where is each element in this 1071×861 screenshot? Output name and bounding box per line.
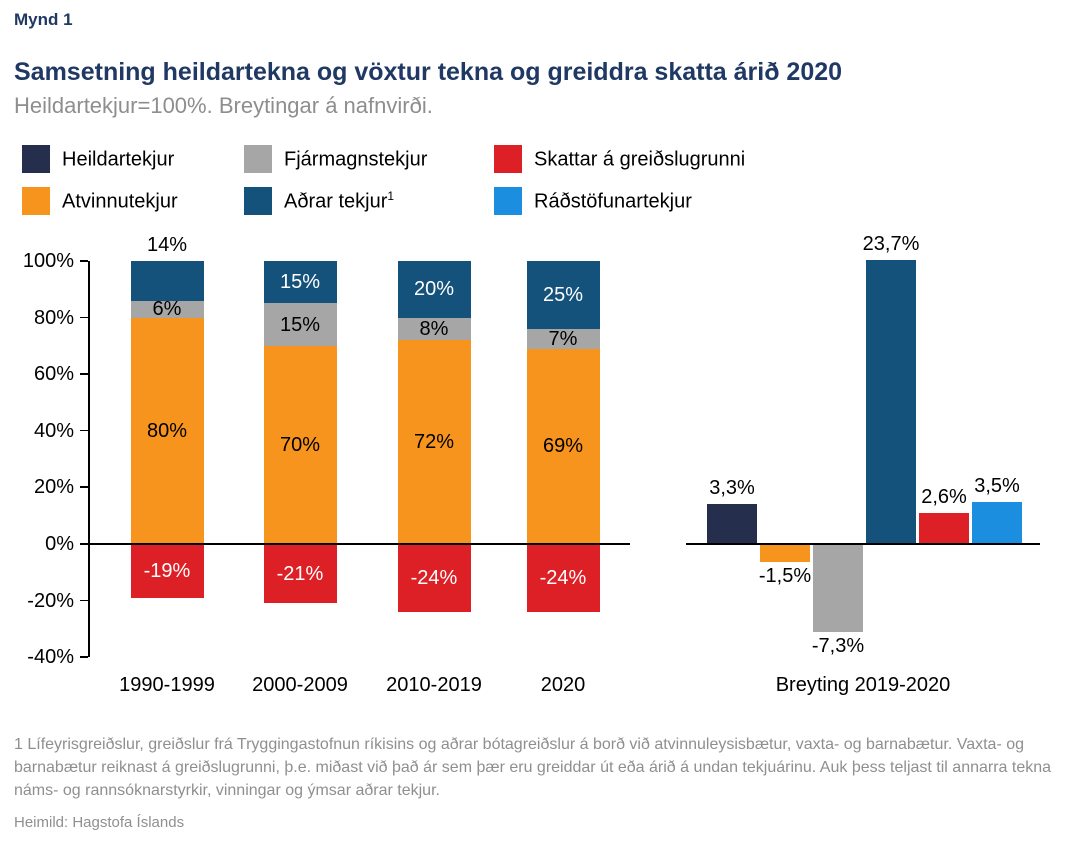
stacked-bar-fjarmagnstekjur xyxy=(130,300,204,318)
change-bar-5 xyxy=(972,502,1022,544)
figure-page: Mynd 1 Samsetning heildartekna og vöxtur… xyxy=(0,10,1071,831)
y-axis-tick-label: 60% xyxy=(33,363,74,386)
y-axis-tick-label: 20% xyxy=(33,476,74,499)
y-axis-tick-label: 80% xyxy=(33,306,74,329)
stacked-bar-atvinnutekjur xyxy=(397,340,471,544)
segment-value-label: 15% xyxy=(279,313,321,336)
y-axis-tick-mark xyxy=(80,486,88,488)
stacked-bar-adrar-tekjur xyxy=(130,261,204,301)
legend-swatch-heildartekjur-icon xyxy=(22,145,50,173)
legend-label: Ráðstöfunartekjur xyxy=(534,190,692,213)
y-axis-tick-mark xyxy=(80,373,88,375)
stacked-bar-fjarmagnstekjur xyxy=(526,328,600,349)
legend-item-heildartekjur: Heildartekjur xyxy=(22,145,244,173)
change-value-label: 2,6% xyxy=(921,485,967,508)
stacked-bar-skattar xyxy=(130,544,204,598)
segment-value-label: -24% xyxy=(539,566,587,589)
legend-swatch-radstofunartekjur-icon xyxy=(494,187,522,215)
y-axis-tick-mark xyxy=(80,429,88,432)
legend-item-skattar: Skattar á greiðslugrunni xyxy=(494,145,1057,173)
x-category-label: 2010-2019 xyxy=(386,674,482,696)
x-category-label: 2020 xyxy=(540,674,586,696)
stacked-bar-skattar xyxy=(397,544,471,612)
y-axis-tick-mark xyxy=(80,316,88,319)
y-axis-line xyxy=(88,261,90,658)
y-axis-tick-mark xyxy=(80,260,88,262)
segment-value-label: -19% xyxy=(143,559,191,582)
legend-swatch-adrar-tekjur-icon xyxy=(244,187,272,215)
legend-label: Aðrar tekjur1 xyxy=(284,188,395,213)
legend-label: Atvinnutekjur xyxy=(62,190,178,213)
change-bar-2 xyxy=(813,544,863,632)
legend-label: Skattar á greiðslugrunni xyxy=(534,148,746,171)
change-bar-0 xyxy=(707,504,757,544)
change-value-label: 3,3% xyxy=(709,477,755,500)
segment-value-label: -24% xyxy=(410,566,458,589)
change-bar-4 xyxy=(919,512,969,544)
y-axis-tick-mark xyxy=(80,543,88,545)
footnote: 1 Lífeyrisgreiðslur, greiðslur frá Trygg… xyxy=(14,736,1052,799)
y-axis-tick-label: -20% xyxy=(27,589,74,612)
stacked-bar-atvinnutekjur xyxy=(263,345,337,544)
change-bar-3 xyxy=(866,259,916,544)
y-axis-tick-mark xyxy=(80,599,88,602)
stacked-bar-skattar xyxy=(263,544,337,604)
stacked-bar-adrar-tekjur xyxy=(263,261,337,304)
zero-line-left xyxy=(88,543,630,545)
legend-swatch-fjarmagnstekjur-icon xyxy=(244,145,272,173)
x-category-label: 1990-1999 xyxy=(119,674,215,696)
legend-item-radstofunartekjur: Ráðstöfunartekjur xyxy=(494,187,1057,215)
legend-item-atvinnutekjur: Atvinnutekjur xyxy=(22,187,244,215)
change-bar-1 xyxy=(760,544,810,562)
legend-item-fjarmagnstekjur: Fjármagnstekjur xyxy=(244,145,494,173)
stacked-bar-adrar-tekjur xyxy=(397,261,471,318)
y-axis-tick-mark xyxy=(80,656,88,658)
source-attribution: Heimild: Hagstofa Íslands xyxy=(14,814,185,831)
segment-value-label: 70% xyxy=(279,433,321,456)
segment-value-label: -21% xyxy=(276,562,324,585)
legend-item-adrar-tekjur: Aðrar tekjur1 xyxy=(244,187,494,215)
change-value-label: 23,7% xyxy=(862,232,920,255)
figure-label: Mynd 1 xyxy=(14,10,73,29)
charts-area: 1990-1999 2000-2009 2010-2019 2020 100% 80% 60… xyxy=(0,227,1071,705)
stacked-bar-atvinnutekjur xyxy=(130,317,204,544)
stacked-bar-atvinnutekjur xyxy=(526,348,600,544)
change-value-label: -1,5% xyxy=(758,565,812,587)
stacked-bar-fjarmagnstekjur xyxy=(263,303,337,346)
right-chart-title: Breyting 2019-2020 xyxy=(775,674,951,696)
y-axis-tick-label: 40% xyxy=(33,419,74,442)
segment-value-label: 72% xyxy=(413,431,455,454)
segment-value-label: 25% xyxy=(542,283,584,306)
segment-value-label: 6% xyxy=(152,298,182,321)
legend-label: Fjármagnstekjur xyxy=(284,148,428,171)
chart-title: Samsetning heildartekna og vöxtur tekna … xyxy=(14,58,843,86)
legend-swatch-skattar-icon xyxy=(494,145,522,173)
stacked-bar-skattar xyxy=(526,544,600,612)
legend-superscript: 1 xyxy=(387,188,395,203)
legend-label: Heildartekjur xyxy=(62,148,175,171)
x-category-label: 2000-2009 xyxy=(252,674,348,696)
stacked-bar-adrar-tekjur xyxy=(526,261,600,329)
segment-value-label: 80% xyxy=(146,419,188,442)
legend-swatch-atvinnutekjur-icon xyxy=(22,187,50,215)
chart-subtitle: Heildartekjur=100%. Breytingar á nafnvir… xyxy=(14,93,433,118)
segment-value-label: 20% xyxy=(413,278,455,301)
legend: Heildartekjur Fjármagnstekjur Skattar á … xyxy=(22,145,1057,215)
segment-value-label: 69% xyxy=(542,435,584,458)
change-value-label: -7,3% xyxy=(811,634,865,657)
y-axis-tick-label: 100% xyxy=(22,250,74,272)
segment-value-label: 14% xyxy=(146,234,188,256)
segment-value-label: 8% xyxy=(419,317,449,340)
y-axis-tick-label: -40% xyxy=(27,646,74,669)
zero-line-right xyxy=(686,543,1040,545)
segment-value-label: 15% xyxy=(279,271,321,294)
stacked-bar-fjarmagnstekjur xyxy=(397,317,471,341)
y-axis-tick-label: 0% xyxy=(45,533,74,555)
segment-value-label: 7% xyxy=(548,327,578,350)
change-value-label: 3,5% xyxy=(974,475,1020,497)
